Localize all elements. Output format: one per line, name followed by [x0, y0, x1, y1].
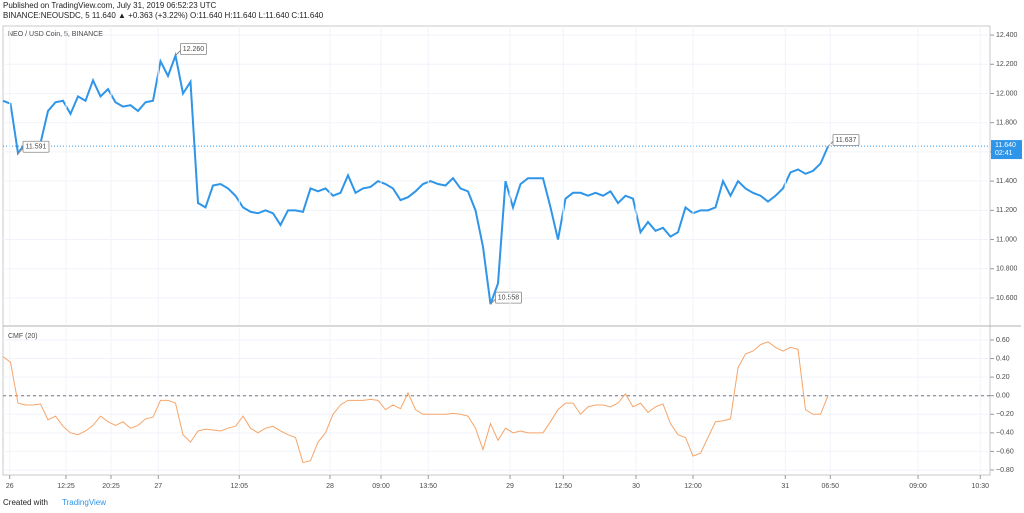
- y-tick-label: 0.40: [996, 355, 1010, 362]
- annotation-box: [180, 43, 207, 55]
- last-price-label: 11.640: [995, 142, 1016, 149]
- y-tick-label: 0.60: [996, 337, 1010, 344]
- annotation-label: 10.558: [498, 294, 520, 301]
- annotation-pointer: [17, 147, 24, 154]
- y-tick-label: 11.200: [996, 207, 1017, 214]
- created-with: Created with: [3, 498, 48, 507]
- x-tick-label: 12:00: [684, 483, 702, 490]
- last-price-box: [991, 140, 1022, 160]
- annotation-pointer: [175, 50, 181, 56]
- y-tick-label: 11.400: [996, 178, 1017, 185]
- annotation-box: [22, 140, 50, 153]
- y-tick-label: 11.000: [996, 236, 1017, 243]
- y-tick-label: 0.00: [996, 393, 1010, 400]
- x-tick-label: 13:50: [419, 483, 437, 490]
- y-tick-label: 10.800: [996, 266, 1018, 273]
- annotation-label: 12.260: [183, 46, 205, 53]
- y-tick-label: 0.20: [996, 374, 1010, 381]
- x-tick-label: 28: [326, 483, 334, 490]
- symbol-line: BINANCE:NEOUSDC, 5 11.640 ▲ +0.363 (+3.2…: [3, 11, 324, 20]
- x-tick-label: 26: [6, 483, 14, 490]
- y-tick-label: 11.800: [996, 120, 1017, 127]
- x-tick-label: 27: [154, 483, 162, 490]
- brand: TradingView: [62, 498, 106, 507]
- pane-title: NEO / USD Coin, 5, BINANCE: [8, 31, 103, 38]
- x-tick-label: 12:05: [230, 483, 248, 490]
- y-tick-label: 12.200: [996, 61, 1018, 68]
- y-tick-label: −0.80: [996, 467, 1014, 474]
- y-tick-label: 12.000: [996, 90, 1018, 97]
- annotation-label: 11.591: [26, 144, 47, 151]
- annotation-pointer: [490, 298, 496, 305]
- x-tick-label: 09:00: [372, 483, 390, 490]
- y-tick-label: 12.400: [996, 32, 1018, 39]
- x-tick-label: 20:25: [102, 483, 120, 490]
- x-tick-label: 10:30: [971, 483, 989, 490]
- y-tick-label: −0.60: [996, 448, 1014, 455]
- annotation-label: 11.637: [836, 137, 857, 144]
- pane-title: CMF (20): [8, 333, 38, 340]
- y-tick-label: −0.20: [996, 411, 1014, 418]
- annotation-box: [832, 134, 860, 146]
- x-tick-label: 30: [632, 483, 640, 490]
- x-tick-label: 12:25: [57, 483, 75, 490]
- annotation-box: [495, 291, 522, 304]
- x-tick-label: 31: [781, 483, 789, 490]
- x-tick-label: 06:50: [821, 483, 839, 490]
- y-tick-label: 10.600: [996, 295, 1018, 302]
- series-line: [2, 51, 829, 305]
- x-tick-label: 09:00: [909, 483, 927, 490]
- series-line: [2, 341, 829, 464]
- plot-frame: [2, 25, 991, 476]
- published: Published on TradingView.com, July 31, 2…: [3, 1, 217, 10]
- countdown: 02:41: [995, 150, 1013, 157]
- x-tick-label: 12:50: [554, 483, 572, 490]
- y-tick-label: −0.40: [996, 430, 1014, 437]
- x-tick-label: 29: [506, 483, 514, 490]
